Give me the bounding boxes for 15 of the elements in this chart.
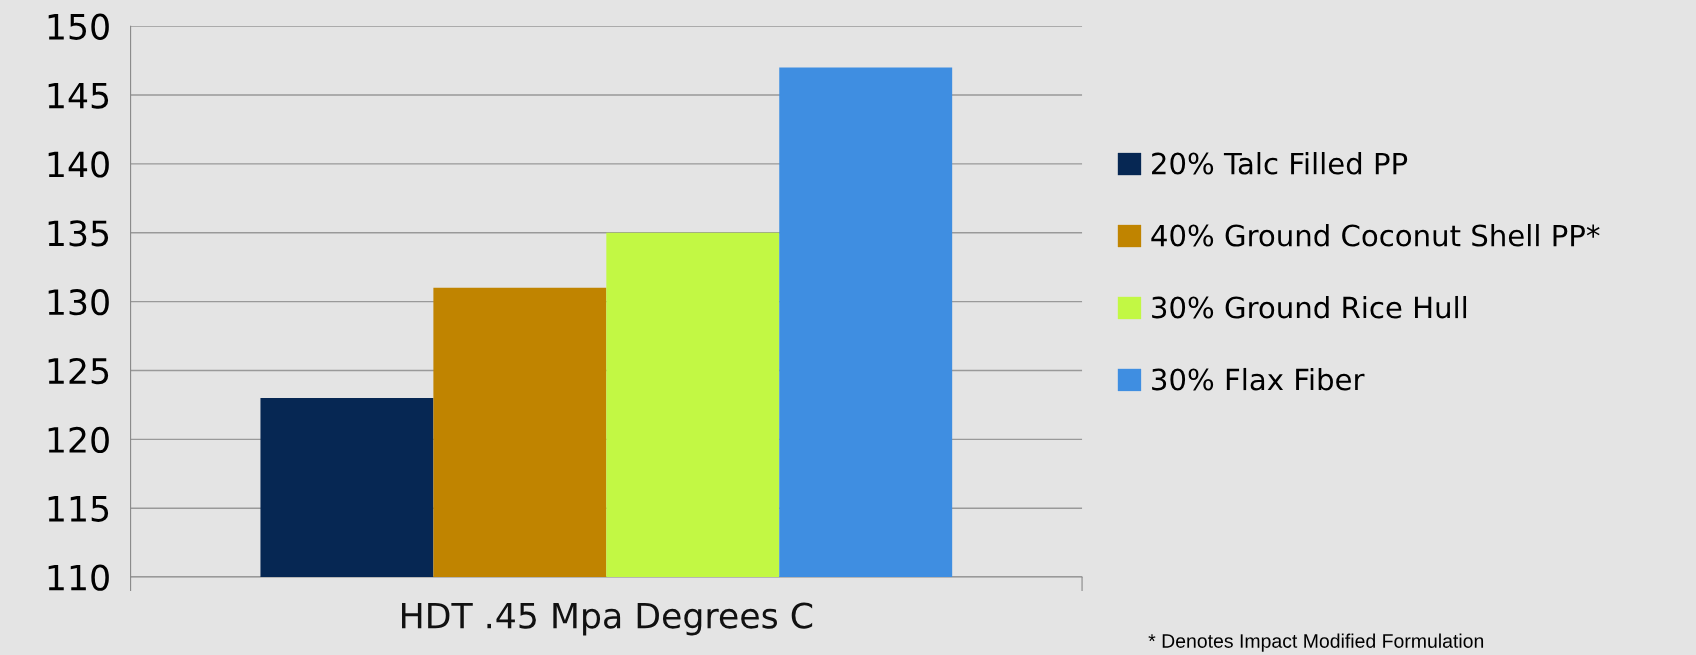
y-tick-label: 110 [48,564,109,591]
y-tick-label: 115 [48,496,109,522]
y-tick-label: 120 [48,426,109,454]
text: * Denotes Impact Modified Formulation [1148,633,1484,652]
legend-label: 40% Ground Coconut Shell PP* [1151,223,1600,247]
x-tick-label: HDT .45 Mpa Degrees C [402,602,813,636]
legend-label: 30% Flax Fiber [1152,367,1365,391]
y-tick-label: 145 [48,82,109,109]
y-tick-label: 135 [48,220,109,247]
y-tick-label: 130 [48,289,109,316]
y-tick-label: 140 [48,151,109,178]
y-tick-label: 125 [48,357,109,385]
y-tick-label: 150 [48,13,109,40]
legend-label: 30% Ground Rice Hull [1152,295,1467,319]
legend-label: 20% Talc Filled PP [1152,152,1408,175]
